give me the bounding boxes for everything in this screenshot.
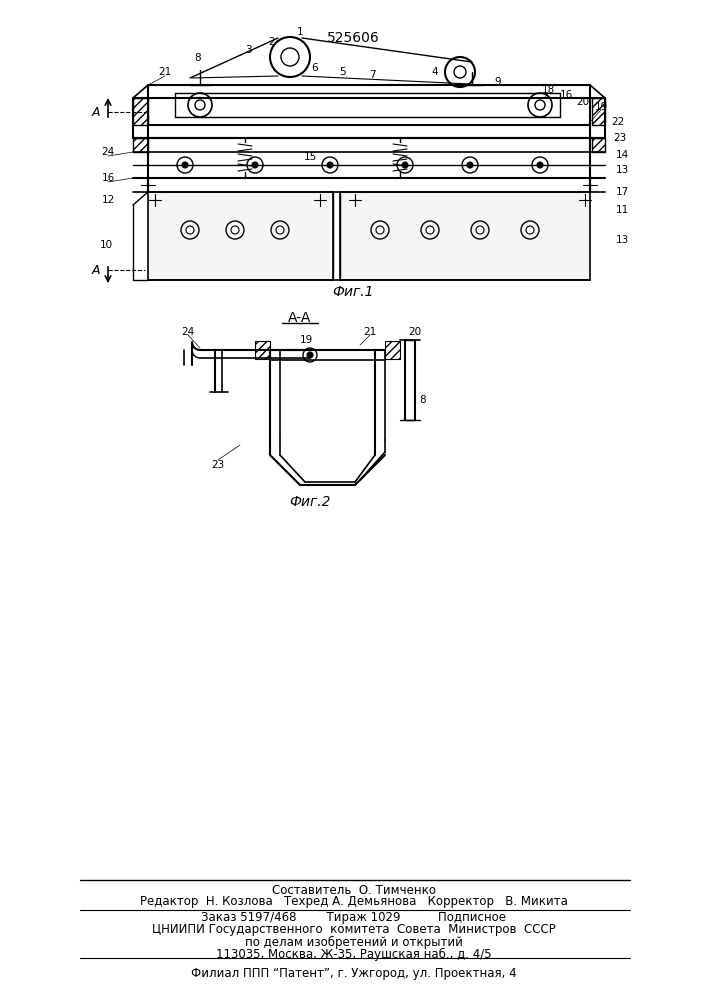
- Text: 6: 6: [312, 63, 318, 73]
- Text: 24: 24: [101, 147, 115, 157]
- Text: A: A: [92, 263, 100, 276]
- Circle shape: [276, 226, 284, 234]
- Circle shape: [327, 162, 333, 168]
- Text: 9: 9: [495, 77, 501, 87]
- Text: Составитель  О. Тимченко: Составитель О. Тимченко: [271, 884, 436, 896]
- Bar: [255, 341, 270, 359]
- Circle shape: [426, 226, 434, 234]
- Text: 16: 16: [559, 90, 573, 100]
- Circle shape: [467, 162, 473, 168]
- Text: 5: 5: [339, 67, 346, 77]
- Text: 3: 3: [245, 45, 251, 55]
- Text: 17: 17: [615, 187, 629, 197]
- Text: 19: 19: [595, 102, 607, 112]
- Text: 24: 24: [182, 327, 194, 337]
- Text: 1: 1: [297, 27, 303, 37]
- Text: 2: 2: [269, 37, 275, 47]
- Circle shape: [376, 226, 384, 234]
- Text: 22: 22: [612, 117, 624, 127]
- Circle shape: [526, 226, 534, 234]
- Text: по делам изобретений и открытий: по делам изобретений и открытий: [245, 935, 462, 949]
- Text: Фиг.1: Фиг.1: [332, 285, 374, 299]
- Circle shape: [476, 226, 484, 234]
- Bar: [592, 138, 605, 152]
- Bar: [148, 192, 333, 280]
- Bar: [340, 192, 590, 280]
- Text: 21: 21: [158, 67, 172, 77]
- Text: 10: 10: [100, 240, 112, 250]
- Text: 15: 15: [303, 152, 317, 162]
- Text: 13: 13: [615, 235, 629, 245]
- Text: A: A: [92, 105, 100, 118]
- Bar: [592, 98, 605, 125]
- Text: Заказ 5197/468        Тираж 1029          Подписное: Заказ 5197/468 Тираж 1029 Подписное: [201, 912, 506, 924]
- Text: 20: 20: [576, 97, 590, 107]
- Circle shape: [182, 162, 188, 168]
- Text: 16: 16: [101, 173, 115, 183]
- Circle shape: [186, 226, 194, 234]
- Text: 13: 13: [615, 165, 629, 175]
- Text: 525606: 525606: [327, 31, 380, 45]
- Text: 20: 20: [409, 327, 421, 337]
- Bar: [133, 98, 148, 125]
- Text: 19: 19: [299, 335, 312, 345]
- Text: 11: 11: [615, 205, 629, 215]
- Circle shape: [537, 162, 543, 168]
- Bar: [133, 138, 148, 152]
- Circle shape: [252, 162, 258, 168]
- Text: 12: 12: [101, 195, 115, 205]
- Text: Филиал ППП “Патент”, г. Ужгород, ул. Проектная, 4: Филиал ППП “Патент”, г. Ужгород, ул. Про…: [191, 968, 516, 980]
- Text: Фиг.2: Фиг.2: [289, 495, 331, 509]
- Text: 8: 8: [420, 395, 426, 405]
- Text: 18: 18: [542, 85, 554, 95]
- Text: 8: 8: [194, 53, 201, 63]
- Text: A-A: A-A: [288, 311, 312, 325]
- Text: Редактор  Н. Козлова   Техред А. Демьянова   Корректор   В. Микита: Редактор Н. Козлова Техред А. Демьянова …: [139, 896, 568, 908]
- Circle shape: [402, 162, 408, 168]
- Text: 14: 14: [615, 150, 629, 160]
- Text: 7: 7: [368, 70, 375, 80]
- Text: 23: 23: [614, 133, 626, 143]
- Circle shape: [231, 226, 239, 234]
- Text: ЦНИИПИ Государственного  комитета  Совета  Министров  СССР: ЦНИИПИ Государственного комитета Совета …: [151, 924, 556, 936]
- Text: 113035, Москва, Ж-35, Раушская наб., д. 4/5: 113035, Москва, Ж-35, Раушская наб., д. …: [216, 947, 491, 961]
- Text: 23: 23: [211, 460, 225, 470]
- Bar: [385, 341, 400, 359]
- Text: 4: 4: [432, 67, 438, 77]
- Text: 21: 21: [363, 327, 377, 337]
- Circle shape: [307, 352, 313, 358]
